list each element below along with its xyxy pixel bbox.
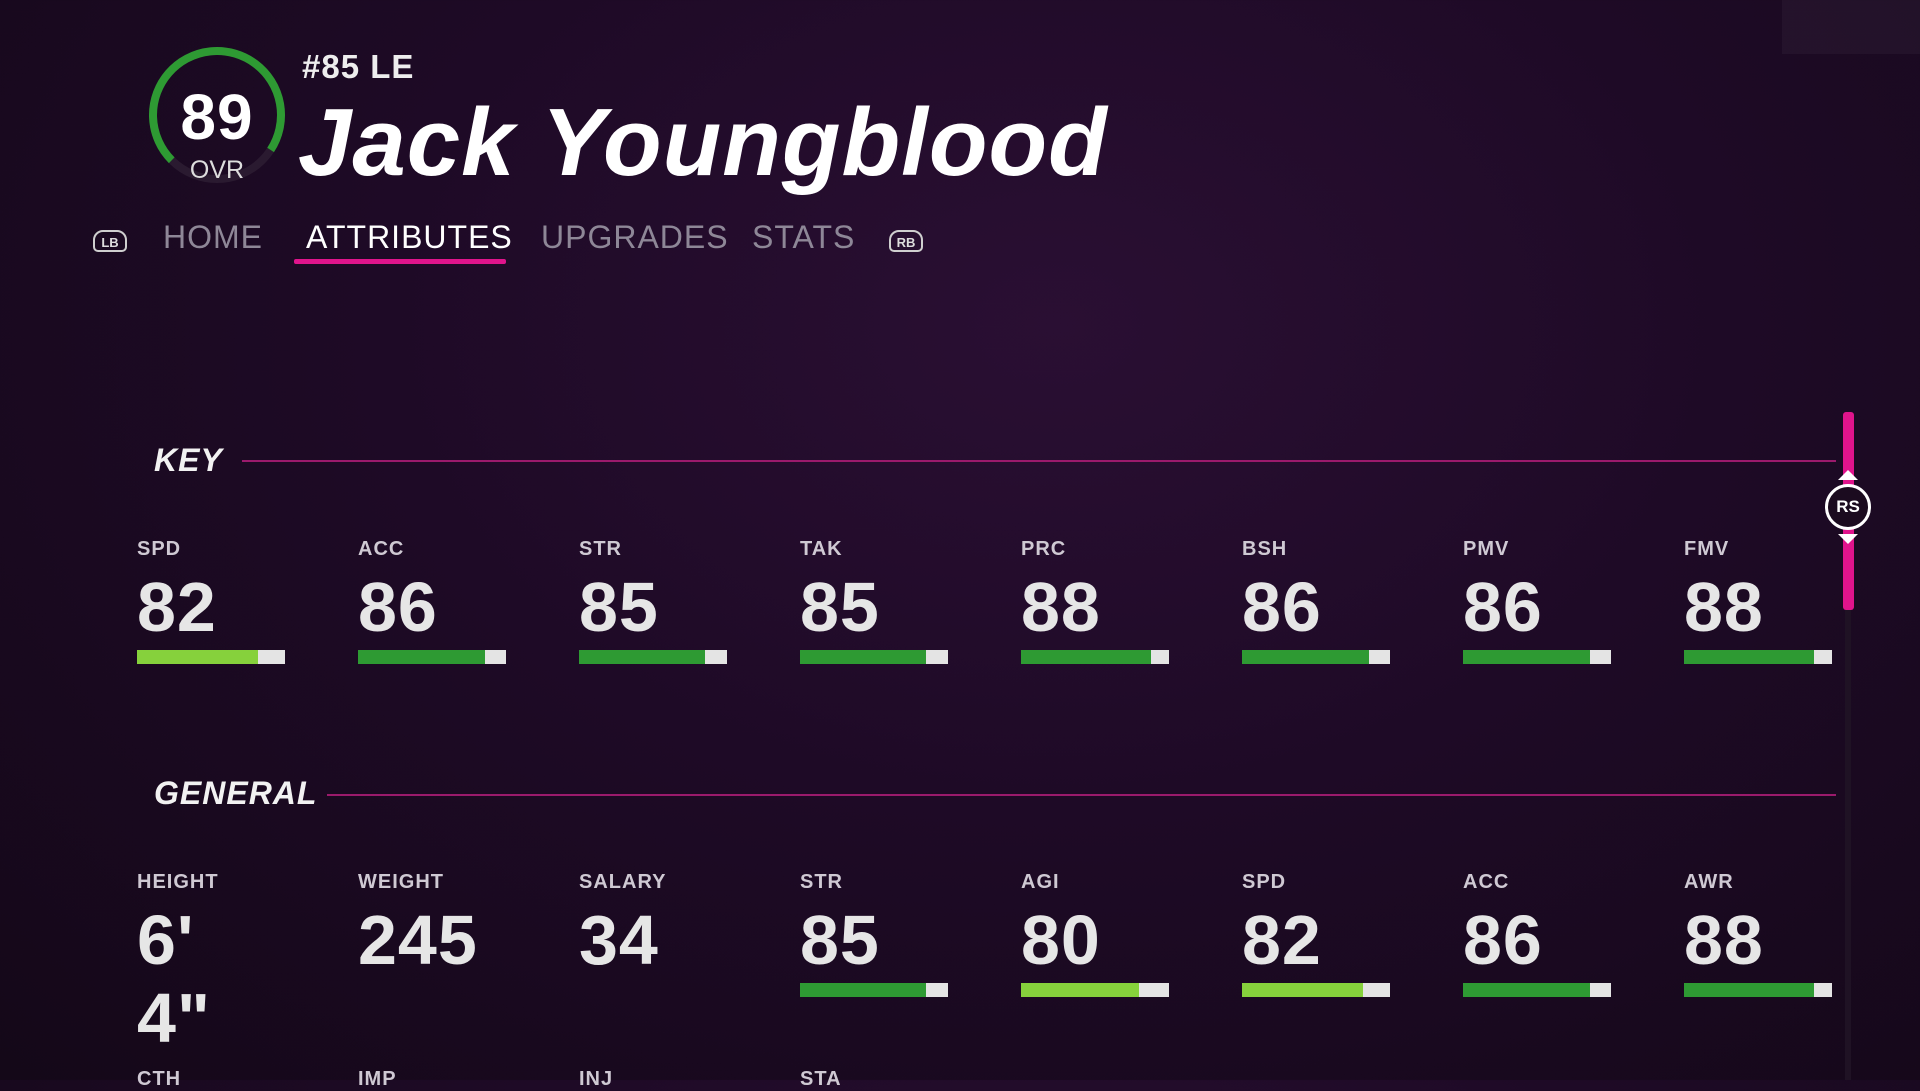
tab-home[interactable]: HOME bbox=[163, 219, 263, 255]
attribute-value: 82 bbox=[1242, 901, 1322, 979]
active-tab-indicator bbox=[294, 259, 506, 264]
attribute-label: ACC bbox=[1463, 871, 1510, 893]
attribute-bar bbox=[358, 650, 506, 664]
corner-panel bbox=[1782, 0, 1920, 54]
attribute-value: 86 bbox=[1463, 901, 1543, 979]
attribute-value: 88 bbox=[1021, 568, 1101, 646]
attribute-value: 88 bbox=[1684, 568, 1764, 646]
section-title-key: KEY bbox=[154, 442, 223, 478]
attribute-card-height[interactable]: HEIGHT 6' 4" bbox=[137, 871, 287, 1057]
attribute-value: 34 bbox=[579, 901, 659, 979]
attribute-bar-fill bbox=[1463, 650, 1591, 664]
tab-upgrades[interactable]: UPGRADES bbox=[541, 219, 729, 255]
attribute-value: 80 bbox=[1021, 901, 1101, 979]
tab-stats[interactable]: STATS bbox=[752, 219, 856, 255]
attribute-card-str[interactable]: STR 85 bbox=[579, 538, 729, 664]
attribute-bar bbox=[1242, 983, 1390, 997]
attribute-value: 6' 4" bbox=[137, 901, 212, 1057]
attribute-bar bbox=[800, 650, 948, 664]
attribute-card-acc[interactable]: ACC 86 bbox=[1463, 871, 1613, 997]
attribute-card-spd[interactable]: SPD 82 bbox=[1242, 871, 1392, 997]
attribute-value: 85 bbox=[800, 901, 880, 979]
attribute-label: TAK bbox=[800, 538, 843, 560]
attribute-bar-fill bbox=[579, 650, 705, 664]
section-title-general: GENERAL bbox=[154, 775, 318, 811]
attribute-value: 86 bbox=[358, 568, 438, 646]
rb-button-icon[interactable]: RB bbox=[889, 230, 923, 252]
attribute-label: BSH bbox=[1242, 538, 1288, 560]
attribute-card-salary[interactable]: SALARY 34 bbox=[579, 871, 729, 979]
attribute-label: STR bbox=[579, 538, 622, 560]
attribute-card-pmv[interactable]: PMV 86 bbox=[1463, 538, 1613, 664]
attribute-bar-fill bbox=[137, 650, 259, 664]
attribute-bar bbox=[137, 650, 285, 664]
scroll-down-arrow-icon bbox=[1838, 534, 1858, 544]
attribute-label: AWR bbox=[1684, 871, 1734, 893]
attribute-value: 86 bbox=[1242, 568, 1322, 646]
attribute-label: PMV bbox=[1463, 538, 1510, 560]
attribute-card-fmv[interactable]: FMV 88 bbox=[1684, 538, 1834, 664]
attribute-label: AGI bbox=[1021, 871, 1060, 893]
attribute-bar bbox=[1021, 650, 1169, 664]
attribute-bar bbox=[1242, 650, 1390, 664]
attribute-card-acc[interactable]: ACC 86 bbox=[358, 538, 508, 664]
scrollbar-track[interactable] bbox=[1845, 412, 1851, 1080]
attribute-label: SPD bbox=[1242, 871, 1287, 893]
attribute-label: ACC bbox=[358, 538, 405, 560]
attribute-bar bbox=[800, 983, 948, 997]
ovr-ring bbox=[149, 47, 285, 183]
attribute-label: SALARY bbox=[579, 871, 667, 893]
attribute-bar bbox=[1463, 983, 1611, 997]
attribute-card-str[interactable]: STR 85 bbox=[800, 871, 950, 997]
attribute-label: STR bbox=[800, 871, 843, 893]
attribute-bar bbox=[1684, 650, 1832, 664]
attribute-value: 85 bbox=[800, 568, 880, 646]
scroll-up-arrow-icon bbox=[1838, 470, 1858, 480]
attribute-bar bbox=[1021, 983, 1169, 997]
ovr-value: 89 bbox=[180, 81, 254, 153]
attribute-card-prc[interactable]: PRC 88 bbox=[1021, 538, 1171, 664]
attribute-bar bbox=[1684, 983, 1832, 997]
section-divider bbox=[242, 460, 1836, 462]
jersey-position: #85 LE bbox=[302, 48, 415, 85]
section-divider bbox=[327, 794, 1836, 796]
attribute-card-awr[interactable]: AWR 88 bbox=[1684, 871, 1834, 997]
attribute-value: 86 bbox=[1463, 568, 1543, 646]
tab-attributes[interactable]: ATTRIBUTES bbox=[306, 219, 513, 255]
attribute-card-spd[interactable]: SPD 82 bbox=[137, 538, 287, 664]
attribute-card-weight[interactable]: WEIGHT 245 bbox=[358, 871, 508, 979]
attribute-bar-fill bbox=[1242, 983, 1364, 997]
attribute-value: 245 bbox=[358, 901, 478, 979]
player-name: Jack Youngblood bbox=[298, 89, 1108, 196]
attribute-bar-fill bbox=[1463, 983, 1591, 997]
attribute-value: 85 bbox=[579, 568, 659, 646]
attribute-value: 88 bbox=[1684, 901, 1764, 979]
attribute-bar-fill bbox=[1242, 650, 1370, 664]
attribute-bar-fill bbox=[1021, 983, 1140, 997]
attribute-bar-fill bbox=[1684, 983, 1815, 997]
attribute-label: WEIGHT bbox=[358, 871, 444, 893]
attribute-label: PRC bbox=[1021, 538, 1067, 560]
attribute-bar-fill bbox=[1021, 650, 1152, 664]
attribute-bar-fill bbox=[800, 650, 926, 664]
attribute-card-bsh[interactable]: BSH 86 bbox=[1242, 538, 1392, 664]
attribute-card-agi[interactable]: AGI 80 bbox=[1021, 871, 1171, 997]
overall-rating-badge: 89 OVR bbox=[146, 44, 288, 186]
attribute-bar-fill bbox=[800, 983, 926, 997]
attribute-bar bbox=[579, 650, 727, 664]
attribute-bar-fill bbox=[358, 650, 486, 664]
attribute-bar bbox=[1463, 650, 1611, 664]
attribute-label: SPD bbox=[137, 538, 182, 560]
ovr-label: OVR bbox=[189, 156, 245, 184]
attribute-value: 82 bbox=[137, 568, 217, 646]
attribute-bar-fill bbox=[1684, 650, 1815, 664]
lb-button-icon[interactable]: LB bbox=[93, 230, 127, 252]
attribute-card-tak[interactable]: TAK 85 bbox=[800, 538, 950, 664]
attribute-label: FMV bbox=[1684, 538, 1730, 560]
attribute-label: HEIGHT bbox=[137, 871, 219, 893]
rs-stick-icon[interactable]: RS bbox=[1825, 484, 1871, 530]
